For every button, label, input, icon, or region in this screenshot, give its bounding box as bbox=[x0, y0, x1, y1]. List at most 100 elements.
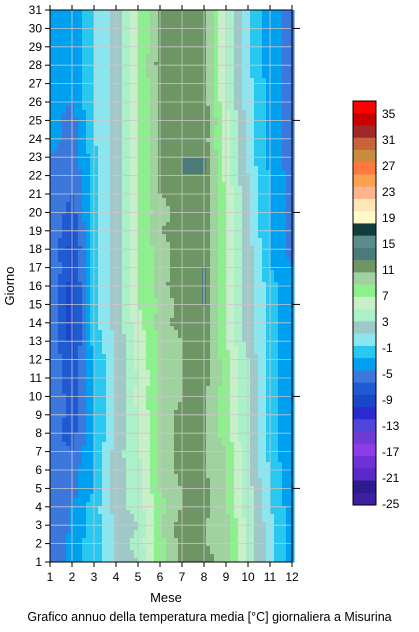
contour-cell bbox=[54, 202, 59, 207]
contour-cell bbox=[270, 246, 275, 251]
contour-cell bbox=[250, 62, 255, 67]
contour-cell bbox=[190, 78, 195, 83]
contour-cell bbox=[118, 150, 123, 155]
contour-cell bbox=[278, 226, 283, 231]
contour-cell bbox=[130, 198, 135, 203]
contour-cell bbox=[94, 330, 99, 335]
contour-cell bbox=[126, 74, 131, 79]
contour-cell bbox=[122, 170, 127, 175]
contour-cell bbox=[162, 54, 167, 59]
contour-cell bbox=[270, 322, 275, 327]
contour-cell bbox=[62, 318, 67, 323]
contour-cell bbox=[138, 250, 143, 255]
contour-cell bbox=[198, 170, 203, 175]
contour-cell bbox=[258, 226, 263, 231]
contour-cell bbox=[262, 310, 267, 315]
contour-cell bbox=[106, 206, 111, 211]
contour-cell bbox=[126, 142, 131, 147]
contour-cell bbox=[186, 114, 191, 119]
contour-cell bbox=[134, 282, 139, 287]
contour-cell bbox=[146, 38, 151, 43]
contour-cell bbox=[226, 42, 231, 47]
contour-cell bbox=[170, 230, 175, 235]
contour-cell bbox=[110, 150, 115, 155]
contour-cell bbox=[258, 334, 263, 339]
contour-cell bbox=[130, 222, 135, 227]
contour-cell bbox=[90, 334, 95, 339]
contour-cell bbox=[82, 162, 87, 167]
contour-cell bbox=[282, 22, 287, 27]
contour-cell bbox=[154, 206, 159, 211]
contour-cell bbox=[142, 270, 147, 275]
contour-cell bbox=[206, 326, 211, 331]
contour-cell bbox=[50, 30, 55, 35]
contour-cell bbox=[286, 98, 291, 103]
contour-cell bbox=[270, 282, 275, 287]
contour-cell bbox=[174, 102, 179, 107]
contour-cell bbox=[278, 18, 283, 23]
contour-cell bbox=[226, 14, 231, 19]
contour-cell bbox=[282, 170, 287, 175]
contour-cell bbox=[206, 310, 211, 315]
contour-cell bbox=[186, 294, 191, 299]
contour-cell bbox=[90, 154, 95, 159]
contour-cell bbox=[206, 126, 211, 131]
contour-cell bbox=[122, 42, 127, 47]
contour-cell bbox=[142, 158, 147, 163]
contour-cell bbox=[274, 282, 279, 287]
contour-cell bbox=[270, 226, 275, 231]
contour-cell bbox=[266, 154, 271, 159]
contour-cell bbox=[138, 170, 143, 175]
contour-cell bbox=[250, 22, 255, 27]
contour-cell bbox=[66, 50, 71, 55]
contour-cell bbox=[122, 90, 127, 95]
contour-cell bbox=[54, 82, 59, 87]
contour-cell bbox=[278, 94, 283, 99]
contour-cell bbox=[98, 122, 103, 127]
contour-cell bbox=[118, 178, 123, 183]
contour-cell bbox=[226, 222, 231, 227]
contour-cell bbox=[62, 334, 67, 339]
contour-cell bbox=[286, 74, 291, 79]
contour-cell bbox=[234, 174, 239, 179]
contour-cell bbox=[162, 62, 167, 67]
contour-cell bbox=[74, 130, 79, 135]
contour-cell bbox=[274, 34, 279, 39]
contour-cell bbox=[126, 10, 131, 15]
contour-cell bbox=[74, 154, 79, 159]
contour-cell bbox=[270, 290, 275, 295]
contour-cell bbox=[122, 182, 127, 187]
contour-cell bbox=[222, 190, 227, 195]
contour-cell bbox=[274, 194, 279, 199]
contour-cell bbox=[222, 122, 227, 127]
contour-cell bbox=[238, 142, 243, 147]
contour-cell bbox=[130, 334, 135, 339]
contour-cell bbox=[174, 38, 179, 43]
contour-cell bbox=[110, 262, 115, 267]
contour-cell bbox=[66, 182, 71, 187]
contour-cell bbox=[190, 166, 195, 171]
contour-cell bbox=[206, 198, 211, 203]
contour-cell bbox=[270, 238, 275, 243]
contour-cell bbox=[78, 110, 83, 115]
contour-cell bbox=[98, 298, 103, 303]
contour-cell bbox=[122, 50, 127, 55]
contour-cell bbox=[258, 78, 263, 83]
contour-cell bbox=[238, 282, 243, 287]
contour-cell bbox=[186, 246, 191, 251]
contour-cell bbox=[54, 266, 59, 271]
contour-cell bbox=[270, 254, 275, 259]
contour-cell bbox=[166, 30, 171, 35]
contour-cell bbox=[98, 182, 103, 187]
contour-cell bbox=[126, 162, 131, 167]
contour-cell bbox=[174, 126, 179, 131]
contour-cell bbox=[130, 206, 135, 211]
contour-cell bbox=[262, 74, 267, 79]
contour-cell bbox=[198, 214, 203, 219]
contour-cell bbox=[226, 146, 231, 151]
contour-cell bbox=[138, 174, 143, 179]
contour-cell bbox=[282, 314, 287, 319]
contour-cell bbox=[82, 190, 87, 195]
contour-cell bbox=[254, 130, 259, 135]
contour-cell bbox=[262, 258, 267, 263]
